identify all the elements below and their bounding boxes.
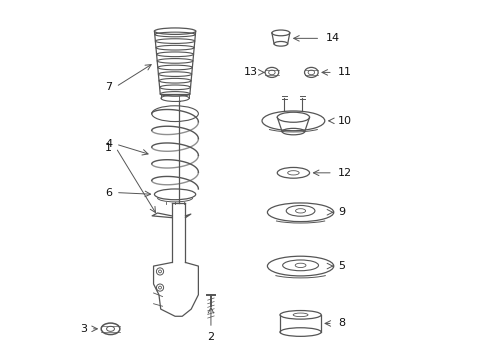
Text: 8: 8 bbox=[338, 319, 345, 328]
Text: 1: 1 bbox=[105, 143, 112, 153]
Text: 3: 3 bbox=[80, 324, 87, 334]
Text: 14: 14 bbox=[326, 33, 340, 43]
Text: 5: 5 bbox=[338, 261, 345, 271]
Text: 6: 6 bbox=[105, 188, 112, 198]
Text: 11: 11 bbox=[338, 67, 352, 77]
Text: 13: 13 bbox=[244, 67, 258, 77]
Text: 2: 2 bbox=[207, 332, 215, 342]
Text: 9: 9 bbox=[338, 207, 345, 217]
Text: 10: 10 bbox=[338, 116, 352, 126]
Text: 12: 12 bbox=[338, 168, 352, 178]
Text: 4: 4 bbox=[105, 139, 112, 149]
Text: 7: 7 bbox=[105, 82, 112, 92]
